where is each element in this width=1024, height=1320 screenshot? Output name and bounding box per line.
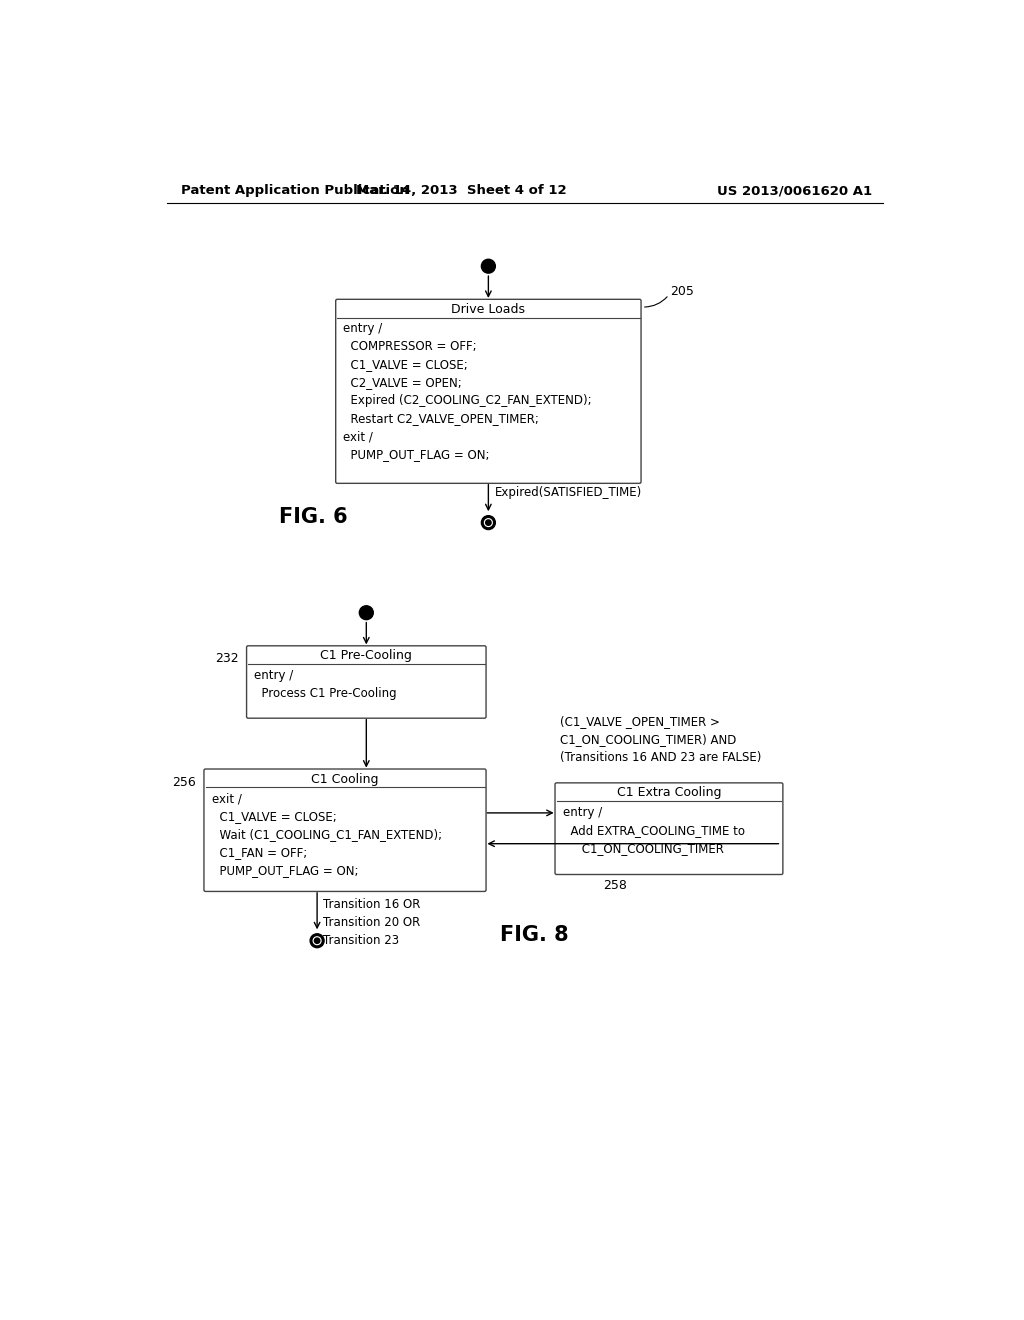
Text: FIG. 8: FIG. 8 xyxy=(500,925,568,945)
Text: 258: 258 xyxy=(603,879,627,892)
Circle shape xyxy=(484,519,493,527)
Circle shape xyxy=(485,520,492,525)
Text: entry /
  Process C1 Pre-Cooling: entry / Process C1 Pre-Cooling xyxy=(254,669,397,700)
Text: Drive Loads: Drive Loads xyxy=(452,302,525,315)
Text: exit /
  C1_VALVE = CLOSE;
  Wait (C1_COOLING_C1_FAN_EXTEND);
  C1_FAN = OFF;
  : exit / C1_VALVE = CLOSE; Wait (C1_COOLIN… xyxy=(212,792,441,876)
Text: Patent Application Publication: Patent Application Publication xyxy=(180,185,409,197)
FancyBboxPatch shape xyxy=(247,645,486,718)
Text: FIG. 6: FIG. 6 xyxy=(280,507,348,527)
Text: Transition 16 OR
Transition 20 OR
Transition 23: Transition 16 OR Transition 20 OR Transi… xyxy=(324,898,421,946)
Text: entry /
  Add EXTRA_COOLING_TIME to
     C1_ON_COOLING_TIMER: entry / Add EXTRA_COOLING_TIME to C1_ON_… xyxy=(563,807,744,855)
Text: Mar. 14, 2013  Sheet 4 of 12: Mar. 14, 2013 Sheet 4 of 12 xyxy=(356,185,566,197)
Text: C1 Cooling: C1 Cooling xyxy=(311,772,379,785)
Circle shape xyxy=(359,606,374,619)
FancyBboxPatch shape xyxy=(336,300,641,483)
Text: US 2013/0061620 A1: US 2013/0061620 A1 xyxy=(717,185,872,197)
Circle shape xyxy=(314,939,319,944)
FancyBboxPatch shape xyxy=(555,783,783,874)
Text: (C1_VALVE _OPEN_TIMER >
C1_ON_COOLING_TIMER) AND
(Transitions 16 AND 23 are FALS: (C1_VALVE _OPEN_TIMER > C1_ON_COOLING_TI… xyxy=(560,715,762,764)
Text: entry /
  COMPRESSOR = OFF;
  C1_VALVE = CLOSE;
  C2_VALVE = OPEN;
  Expired (C2: entry / COMPRESSOR = OFF; C1_VALVE = CLO… xyxy=(343,322,592,462)
Circle shape xyxy=(310,933,324,948)
Text: C1 Extra Cooling: C1 Extra Cooling xyxy=(616,787,721,800)
Text: 205: 205 xyxy=(671,285,694,298)
Text: Expired(SATISFIED_TIME): Expired(SATISFIED_TIME) xyxy=(495,486,642,499)
Text: C1 Pre-Cooling: C1 Pre-Cooling xyxy=(321,649,413,663)
Circle shape xyxy=(313,937,321,945)
Text: 232: 232 xyxy=(215,652,239,665)
Text: 256: 256 xyxy=(172,776,197,788)
Circle shape xyxy=(481,259,496,273)
Circle shape xyxy=(481,516,496,529)
FancyBboxPatch shape xyxy=(204,770,486,891)
